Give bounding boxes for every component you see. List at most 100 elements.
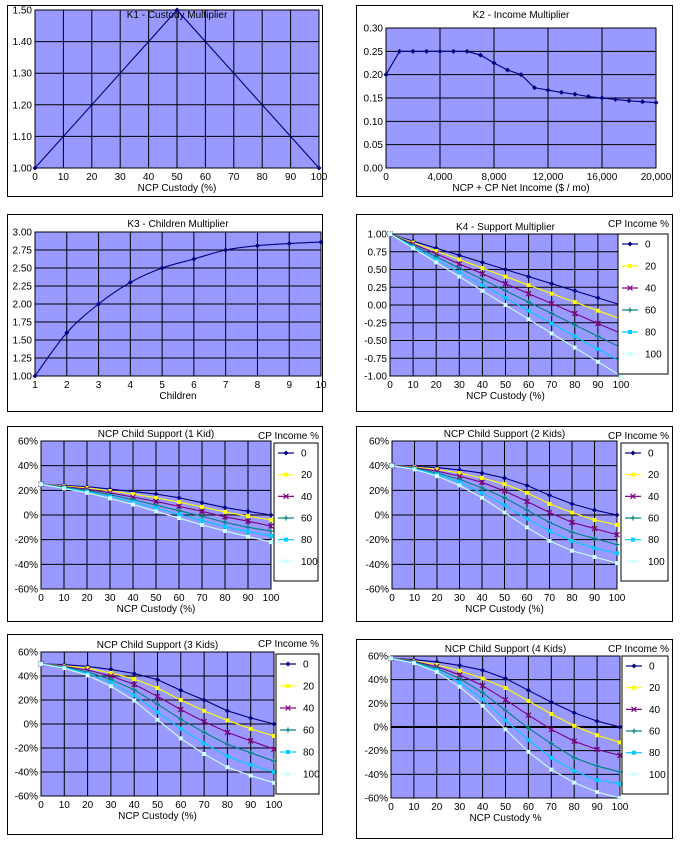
y-tick-label: 3.00 (13, 228, 33, 239)
legend-marker (285, 661, 291, 667)
x-tick-label: 70 (199, 800, 211, 811)
y-tick-label: 1.20 (13, 100, 33, 111)
x-tick-label: 50 (500, 802, 512, 813)
data-point (594, 718, 600, 724)
series-cp-income-100 (388, 232, 623, 378)
data-point (178, 736, 183, 741)
legend-marker (631, 472, 635, 477)
y-tick-label: 0.15 (364, 94, 384, 105)
y-tick-label: -60% (365, 794, 388, 805)
data-point (501, 488, 508, 494)
data-point (246, 514, 250, 519)
data-point (595, 790, 600, 795)
y-tick-label: 0.20 (364, 70, 384, 81)
x-tick-label: 20 (82, 800, 94, 811)
x-tick-label: 60 (175, 800, 187, 811)
data-point (480, 690, 486, 696)
data-point (154, 509, 158, 514)
x-tick-label: 60 (521, 593, 533, 604)
data-point (479, 682, 486, 689)
legend-box (620, 442, 669, 582)
data-point (411, 240, 416, 245)
data-point (480, 697, 485, 702)
data-point (154, 506, 158, 511)
data-point (591, 525, 598, 532)
data-point (424, 48, 429, 54)
data-point (549, 321, 554, 326)
data-point (155, 677, 160, 683)
x-tick-label: 50 (150, 593, 162, 604)
data-point (526, 738, 531, 743)
legend-label: 40 (303, 704, 315, 715)
data-point (592, 517, 597, 522)
data-point (614, 512, 620, 518)
y-tick-label: -40% (365, 770, 388, 781)
x-tick-label: 20 (431, 802, 443, 813)
data-point (132, 677, 137, 681)
data-point (502, 510, 507, 515)
data-point (619, 374, 623, 378)
data-point (132, 698, 137, 703)
x-tick-label: 30 (115, 172, 127, 183)
x-tick-label: 90 (592, 802, 604, 813)
y-tick-label: 1.00 (368, 230, 388, 241)
data-point (201, 729, 207, 735)
data-point (85, 666, 90, 671)
data-point (479, 470, 485, 476)
data-point (502, 696, 509, 703)
data-point (480, 266, 485, 271)
x-tick-label: 100 (609, 593, 626, 604)
data-point (547, 501, 552, 506)
data-point (132, 693, 137, 698)
data-point (245, 524, 251, 530)
data-point (572, 288, 578, 294)
data-point (594, 320, 601, 327)
x-tick-label: 40 (477, 380, 489, 391)
y-tick-label: -60% (15, 585, 38, 596)
data-point (599, 95, 605, 101)
data-point (595, 333, 601, 339)
legend-label: 60 (645, 306, 657, 317)
y-tick-label: 20% (18, 486, 38, 497)
data-point (200, 518, 204, 523)
data-point (85, 490, 89, 495)
legend-label: 80 (648, 535, 660, 546)
data-point (532, 85, 537, 91)
legend-label: 40 (645, 284, 657, 295)
legend-label: 80 (645, 328, 657, 339)
data-point (618, 781, 622, 786)
chart-title: K1 - Custody Multiplier (127, 10, 228, 21)
legend-label: 80 (301, 535, 313, 546)
data-point (569, 519, 575, 526)
y-tick-label: 60% (369, 437, 389, 448)
data-point (178, 716, 184, 722)
legend-title: CP Income % (608, 431, 669, 442)
y-tick-label: 0.00 (364, 164, 384, 175)
data-point (271, 721, 277, 727)
legend-marker (628, 352, 632, 356)
x-tick-label: 0 (389, 593, 395, 604)
y-tick-label: -1.00 (364, 372, 387, 383)
legend-marker (284, 472, 288, 477)
x-tick-label: 50 (152, 800, 164, 811)
x-tick-label: 0 (387, 380, 393, 391)
data-point (479, 276, 485, 282)
data-point (525, 712, 532, 719)
data-point (388, 232, 392, 236)
data-point (571, 710, 577, 716)
y-tick-label: 20% (368, 699, 388, 710)
data-point (269, 517, 273, 522)
data-point (549, 711, 554, 716)
data-point (177, 516, 181, 521)
data-point (595, 347, 600, 352)
data-point (525, 687, 531, 693)
data-point (547, 519, 552, 525)
legend-marker (632, 750, 636, 755)
legend-marker (286, 750, 290, 754)
x-tick-label: 80 (257, 172, 269, 183)
data-point (434, 662, 439, 667)
data-point (479, 479, 485, 486)
x-tick-label: 30 (454, 802, 466, 813)
